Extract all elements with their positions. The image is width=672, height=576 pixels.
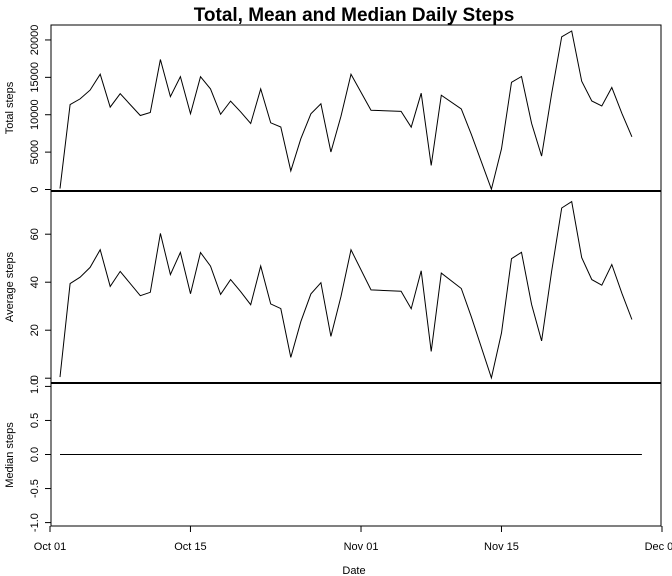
- x-tick-label: Dec 01: [645, 541, 672, 553]
- x-tick-label: Oct 01: [34, 541, 66, 553]
- y-tick-label-median: -1.0: [29, 513, 41, 532]
- y-axis-label-mean: Average steps: [4, 251, 16, 322]
- y-tick-label-mean: 60: [29, 228, 41, 240]
- x-axis-label: Date: [342, 565, 365, 576]
- series-line-mean: [59, 200, 633, 380]
- y-tick-label-median: 0.5: [29, 413, 41, 428]
- y-tick-label-total: 20000: [29, 25, 41, 56]
- y-axis-label-total: Total steps: [4, 81, 16, 134]
- y-tick-label-median: 1.0: [29, 379, 41, 394]
- y-tick-label-median: 0.0: [29, 447, 41, 462]
- y-tick-label-total: 10000: [29, 99, 41, 130]
- y-tick-label-total: 5000: [29, 140, 41, 164]
- panel-frame-total: [50, 24, 662, 192]
- y-tick-label-mean: 0: [29, 375, 41, 381]
- y-axis-label-median: Median steps: [4, 422, 16, 488]
- x-tick-label: Nov 15: [484, 541, 519, 553]
- x-tick-label: Oct 15: [174, 541, 206, 553]
- chart-marks: 0 5000 10000 15000 20000 0 20 40 60 -1.0 -0.5 0.0 0.…: [29, 25, 672, 553]
- y-tick-label-total: 15000: [29, 62, 41, 93]
- panel-frame-mean: [50, 190, 662, 384]
- series-line-total: [59, 30, 633, 191]
- y-tick-label-median: -0.5: [29, 479, 41, 498]
- y-tick-label-mean: 40: [29, 276, 41, 288]
- y-tick-label-mean: 20: [29, 324, 41, 336]
- x-tick-label: Nov 01: [344, 541, 379, 553]
- chart-title: Total, Mean and Median Daily Steps: [194, 5, 515, 26]
- y-tick-label-total: 0: [29, 186, 41, 192]
